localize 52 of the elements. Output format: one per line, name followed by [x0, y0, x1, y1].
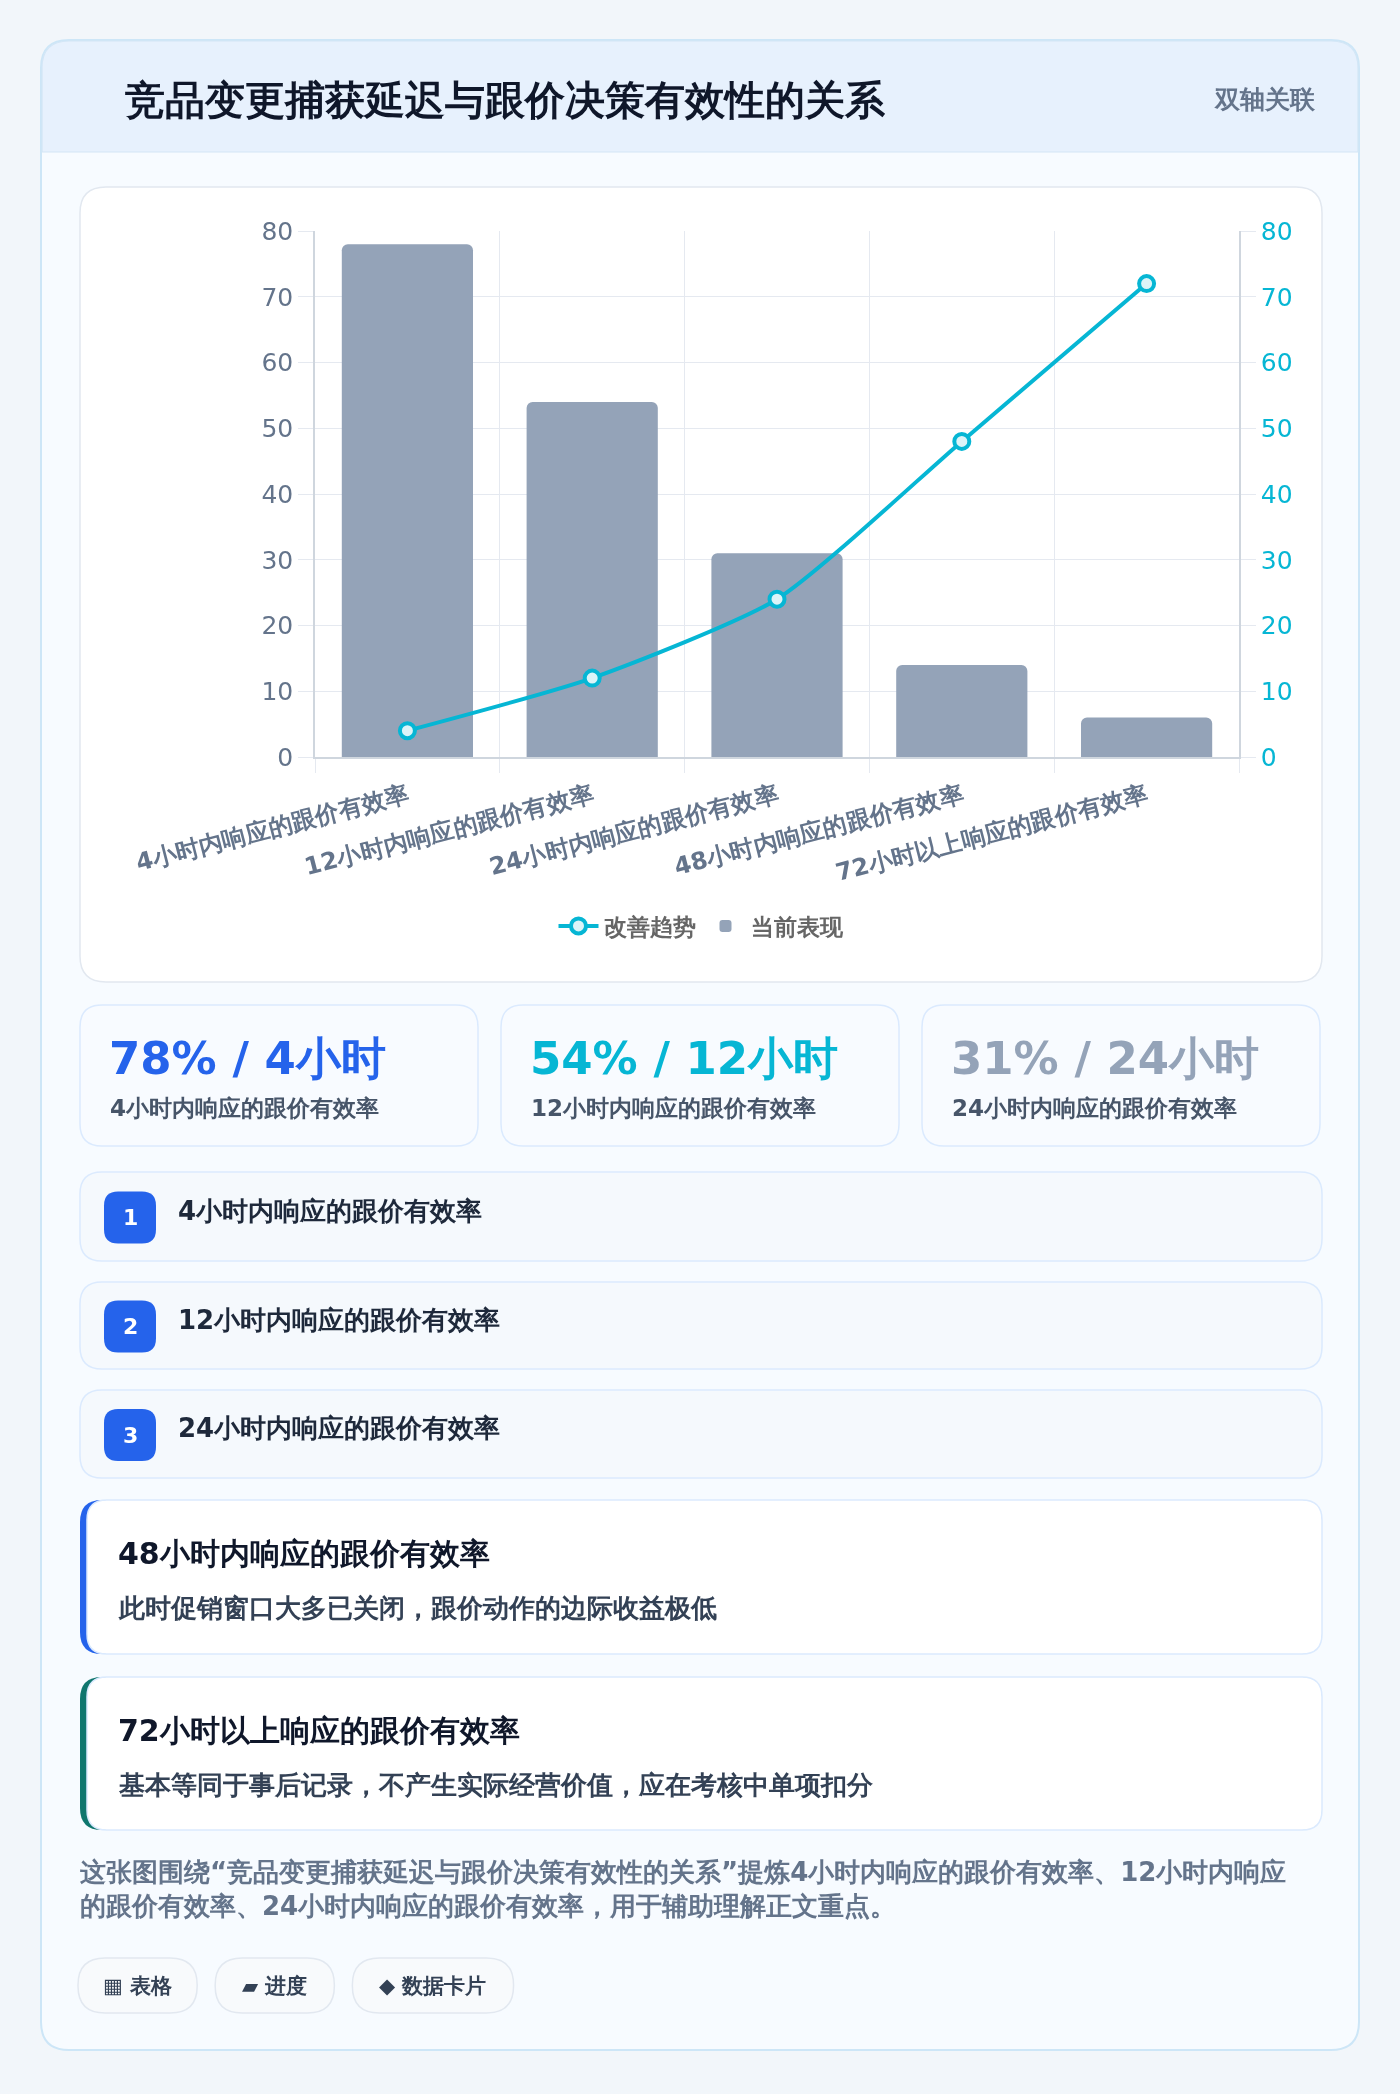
text: ▰ 进度 — [242, 1974, 308, 1998]
bar — [526, 401, 658, 757]
text: 4小时内响应的跟价有效率 — [110, 1095, 380, 1121]
text: 此时促销窗口大多已关闭，跟价动作的边际收益极低 — [118, 1593, 717, 1623]
point — [1137, 274, 1157, 294]
legend-label: 改善趋势 — [603, 913, 696, 940]
y-tick-label: 60 — [261, 348, 294, 378]
text: ▦ 表格 — [103, 1974, 174, 1998]
point — [397, 721, 417, 741]
bar — [896, 664, 1028, 757]
text: 78% / 4小时 — [109, 1032, 386, 1085]
text: 基本等同于事后记录，不产生实际经营价值，应在考核中单项扣分 — [118, 1770, 874, 1800]
chart-subtitle: 双轴关联 — [1214, 85, 1316, 114]
text: 12小时内响应的跟价有效率 — [178, 1305, 501, 1335]
text: ◆ 数据卡片 — [379, 1974, 487, 1998]
text: 12小时内响应的跟价有效率 — [531, 1095, 817, 1121]
y2-tick-label: 10 — [1260, 677, 1293, 706]
text: 72小时以上响应的跟价有效率 — [118, 1713, 520, 1748]
y-tick-label: 50 — [261, 414, 294, 443]
text: 24小时内响应的跟价有效率 — [952, 1095, 1238, 1121]
y-tick-label: 30 — [261, 545, 294, 575]
y-tick-label: 20 — [261, 611, 294, 641]
text: 48小时内响应的跟价有效率 — [118, 1536, 490, 1571]
bar — [711, 553, 843, 757]
y2-tick-label: 60 — [1260, 348, 1293, 378]
text: 54% / 12小时 — [530, 1032, 839, 1085]
y2-tick-label: 70 — [1260, 282, 1293, 312]
text: 31% / 24小时 — [951, 1032, 1260, 1085]
y2-tick-label: 40 — [1260, 479, 1293, 509]
text: 这张图围绕“竞品变更捕获延迟与跟价决策有效性的关系”提炼4小时内响应的跟价有效率、12小时内响应的跟价有效率、24小时内响应的跟价有效率，用于辅助理解正文重点。 — [80, 1857, 1287, 1921]
point — [582, 668, 602, 688]
point — [952, 431, 972, 451]
text: 24小时内响应的跟价有效率 — [178, 1413, 501, 1443]
y-tick-label: 80 — [261, 216, 294, 246]
y-tick-label: 0 — [277, 742, 294, 772]
text: 3 — [123, 1423, 139, 1448]
point — [767, 589, 787, 609]
y-tick-label: 70 — [261, 282, 294, 312]
bar — [341, 244, 473, 757]
text: 1 — [123, 1205, 139, 1230]
y2-tick-label: 30 — [1260, 545, 1293, 575]
y-tick-label: 10 — [261, 677, 294, 706]
y2-tick-label: 50 — [1260, 414, 1293, 443]
chart-title: 竞品变更捕获延迟与跟价决策有效性的关系 — [125, 77, 886, 123]
y2-tick-label: 80 — [1260, 216, 1293, 246]
y-tick-label: 40 — [261, 479, 294, 509]
legend-label: 当前表现 — [750, 913, 844, 940]
y2-tick-label: 20 — [1260, 611, 1293, 641]
y2-tick-label: 0 — [1260, 742, 1277, 772]
text: 4小时内响应的跟价有效率 — [178, 1196, 483, 1226]
text: 2 — [123, 1314, 139, 1339]
bar — [1081, 717, 1213, 757]
